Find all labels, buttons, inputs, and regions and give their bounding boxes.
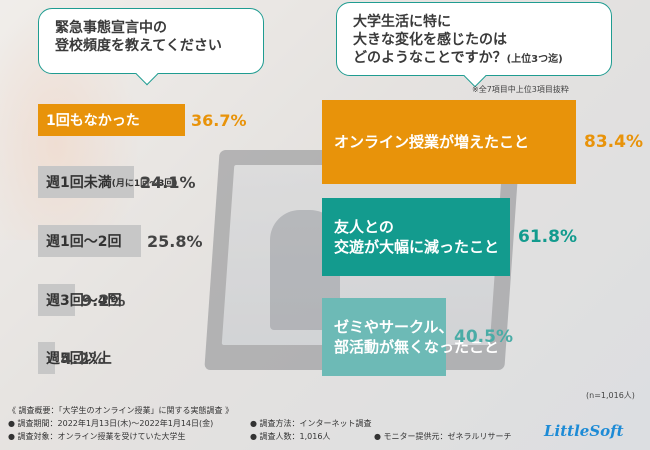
- right-bar-value: 61.8%: [518, 227, 577, 247]
- footer-method: ● 調査方法：インターネット調査: [250, 419, 372, 428]
- right-question-bubble: 大学生活に特に 大きな変化を感じたのは どのようなことですか？(上位3つ迄): [336, 2, 612, 88]
- left-bar-label: 週3回〜4回: [46, 293, 122, 309]
- right-bar-value: 83.4%: [584, 132, 643, 152]
- right-bar-row: ゼミやサークル、部活動が無くなったこと 40.5%: [322, 298, 513, 376]
- footer-target: ● 調査対象：オンライン授業を受けていた大学生: [8, 432, 186, 441]
- left-bar-value: 4.2%: [61, 348, 106, 368]
- left-bar-row: 週1回〜2回 25.8%: [38, 225, 203, 257]
- right-question-line1: 大学生活に特に: [353, 14, 451, 30]
- footer-period: ● 調査期間：2022年1月13日(木)〜2022年1月14日(金): [8, 419, 214, 428]
- left-bar: 週5回以上: [38, 342, 112, 374]
- footer-provider: ● モニター提供元：ゼネラルリサーチ: [374, 432, 512, 441]
- left-bar-label: 1回もなかった: [46, 113, 140, 129]
- footer-row-1: ● 調査期間：2022年1月13日(木)〜2022年1月14日(金) ● 調査方…: [8, 417, 512, 430]
- right-question-line3-sub: (上位3つ迄): [506, 54, 563, 65]
- right-bar-label: ゼミやサークル、部活動が無くなったこと: [334, 317, 499, 357]
- right-bar-label-line: 部活動が無くなったこと: [334, 338, 500, 356]
- left-bar-row: 1回もなかった 36.7%: [38, 104, 247, 136]
- footer-people: ● 調査人数：1,016人: [250, 432, 331, 441]
- left-question-line2: 登校頻度を教えてください: [55, 38, 222, 54]
- sample-count: (n=1,016人): [586, 391, 635, 400]
- right-bar-label-line: ゼミやサークル、: [334, 318, 454, 336]
- left-bar-label: 週1回〜2回: [46, 234, 122, 250]
- right-question-line3-text: どのようなことですか？: [353, 50, 507, 66]
- right-bar-label-line: オンライン授業が増えたこと: [334, 133, 530, 151]
- right-bar-label: オンライン授業が増えたこと: [334, 132, 529, 152]
- left-bar-value: 24.1%: [140, 172, 196, 192]
- right-bar-row: 友人との交遊が大幅に減ったこと 61.8%: [322, 198, 577, 276]
- left-bar: 週3回〜4回: [38, 284, 121, 316]
- right-bar-label-line: 友人との: [334, 218, 394, 236]
- top-note: ※全7項目中上位3項目抜粋: [472, 85, 569, 94]
- right-bar-label-line: 交遊が大幅に減ったこと: [334, 238, 500, 256]
- left-bar-value: 9.2%: [81, 290, 126, 310]
- left-bar-row: 週5回以上 4.2%: [38, 342, 112, 374]
- right-question-line3: どのようなことですか？(上位3つ迄): [353, 49, 595, 69]
- left-bar-label: 週1回未満: [46, 175, 112, 191]
- littlesoft-logo: LittleSoft: [544, 422, 624, 440]
- right-bar: ゼミやサークル、部活動が無くなったこと: [322, 298, 499, 376]
- left-question-line1: 緊急事態宣言中の: [55, 20, 167, 36]
- left-bar-row: 週3回〜4回 9.2%: [38, 284, 125, 316]
- left-bar-row: 週1回未満 (月に1回〜3回) 24.1%: [38, 166, 196, 198]
- right-bar-value: 40.5%: [454, 327, 513, 347]
- left-bar-value: 25.8%: [147, 231, 203, 251]
- right-bar-row: オンライン授業が増えたこと 83.4%: [322, 100, 643, 184]
- left-bar-value: 36.7%: [191, 110, 247, 130]
- left-bar-label: 週5回以上: [46, 351, 112, 367]
- right-bar-label: 友人との交遊が大幅に減ったこと: [334, 217, 499, 257]
- footer-title: 《 調査概要：「大学生のオンライン授業」に関する実態調査 》: [8, 406, 234, 415]
- left-bar: 週1回〜2回: [38, 225, 141, 257]
- left-bar: 1回もなかった: [38, 104, 185, 136]
- right-bar: 友人との交遊が大幅に減ったこと: [322, 198, 510, 276]
- left-question-bubble: 緊急事態宣言中の 登校頻度を教えてください: [38, 8, 264, 86]
- footer-row-2: ● 調査対象：オンライン授業を受けていた大学生 ● 調査人数：1,016人 ● …: [8, 430, 512, 443]
- left-bar: 週1回未満 (月に1回〜3回): [38, 166, 178, 198]
- right-question-line2: 大きな変化を感じたのは: [353, 32, 507, 48]
- survey-footer: 《 調査概要：「大学生のオンライン授業」に関する実態調査 》 ● 調査期間：20…: [8, 404, 512, 443]
- left-bar-sublabel: (月に1回〜3回): [111, 178, 178, 189]
- right-bar: オンライン授業が増えたこと: [322, 100, 576, 184]
